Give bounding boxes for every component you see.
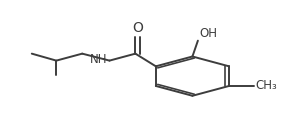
Text: CH₃: CH₃: [255, 79, 277, 92]
Text: O: O: [132, 21, 143, 35]
Text: OH: OH: [199, 27, 217, 40]
Text: NH: NH: [90, 53, 107, 67]
